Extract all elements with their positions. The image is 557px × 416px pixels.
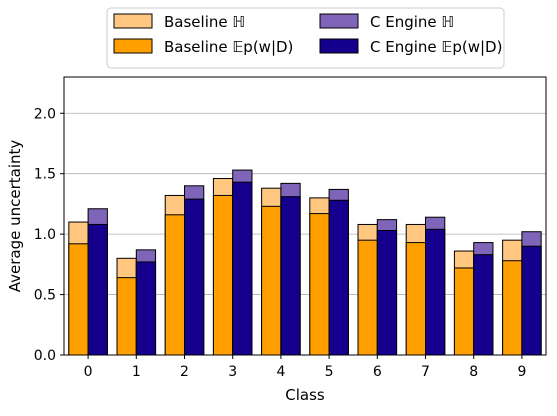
- legend-swatch: [113, 13, 153, 29]
- x-tick-label: 4: [276, 364, 285, 380]
- legend-box: [106, 7, 505, 69]
- baseline-expected-entropy-bar: [164, 214, 186, 356]
- legend-label: Baseline ℍ: [164, 13, 245, 31]
- baseline-expected-entropy-bar: [309, 213, 330, 356]
- c-engine-expected-entropy-bar: [135, 261, 157, 356]
- y-tick-label: 1.5: [34, 167, 56, 183]
- c-engine-expected-entropy-bar: [87, 223, 108, 356]
- legend: Baseline ℍ Baseline 𝔼p(w|D) C Engine ℍ C En…: [106, 7, 505, 69]
- y-axis-label: Average uncertainty: [6, 140, 24, 293]
- x-tick-label: 9: [517, 364, 526, 380]
- x-axis-label: Class: [285, 386, 325, 404]
- x-tick-label: 2: [180, 364, 189, 380]
- x-axis: 0 1 2 3 4 5 6 7 8 9: [84, 355, 526, 380]
- x-tick-label: 3: [228, 364, 237, 380]
- x-tick-label: 6: [373, 364, 382, 380]
- x-tick-label: 0: [84, 364, 93, 380]
- c-engine-expected-entropy-bar: [328, 199, 349, 356]
- c-engine-expected-entropy-bar: [425, 228, 446, 356]
- c-engine-expected-entropy-bar: [376, 230, 398, 356]
- x-tick-label: 8: [469, 364, 478, 380]
- c-engine-expected-entropy-bar: [232, 181, 253, 356]
- bars: [68, 169, 542, 356]
- c-engine-expected-entropy-bar: [184, 198, 205, 356]
- c-engine-expected-entropy-bar: [473, 254, 494, 356]
- baseline-expected-entropy-bar: [68, 243, 89, 356]
- legend-swatch: [113, 38, 153, 54]
- legend-swatch: [319, 13, 359, 29]
- y-tick-label: 0.0: [34, 348, 56, 364]
- legend-label: C Engine ℍ: [370, 13, 454, 31]
- legend-label: Baseline 𝔼p(w|D): [164, 38, 293, 56]
- x-tick-label: 7: [421, 364, 430, 380]
- y-tick-label: 2.0: [34, 106, 56, 122]
- plot-area-frame: [63, 76, 547, 356]
- baseline-expected-entropy-bar: [405, 242, 427, 356]
- baseline-expected-entropy-bar: [453, 267, 475, 356]
- x-tick-label: 1: [132, 364, 141, 380]
- y-axis: 0.0 0.5 1.0 1.5 2.0: [34, 106, 64, 364]
- legend-swatch: [319, 38, 359, 54]
- baseline-expected-entropy-bar: [357, 239, 378, 356]
- y-tick-label: 1.0: [34, 227, 56, 243]
- c-engine-expected-entropy-bar: [521, 245, 542, 356]
- baseline-expected-entropy-bar: [502, 260, 523, 356]
- y-tick-label: 0.5: [34, 288, 56, 304]
- baseline-expected-entropy-bar: [116, 277, 137, 356]
- x-tick-label: 5: [325, 364, 334, 380]
- c-engine-expected-entropy-bar: [280, 196, 301, 356]
- baseline-expected-entropy-bar: [261, 205, 282, 356]
- baseline-expected-entropy-bar: [212, 194, 234, 356]
- legend-label: C Engine 𝔼p(w|D): [370, 38, 502, 56]
